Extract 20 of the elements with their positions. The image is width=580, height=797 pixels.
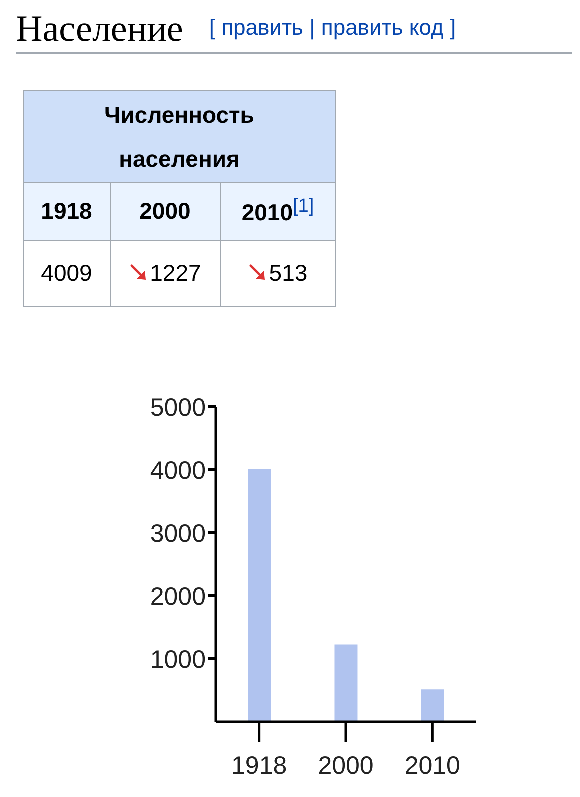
text: 4009 xyxy=(24,240,110,306)
y-tick-label: 1000 xyxy=(150,646,206,674)
x-tick-label: 2010 xyxy=(404,752,460,780)
text: 1227 xyxy=(110,240,220,306)
y-tick-label: 3000 xyxy=(150,520,206,548)
bar xyxy=(334,644,358,722)
bar xyxy=(421,690,444,722)
x-tick-label: 2000 xyxy=(318,752,374,780)
y-tick-label: 2000 xyxy=(150,582,206,611)
bar xyxy=(248,469,272,722)
text: 513 xyxy=(220,240,336,306)
text: [1] xyxy=(293,196,314,218)
text: Численность населения xyxy=(24,90,336,182)
y-tick-label: 5000 xyxy=(150,394,206,422)
x-tick-label: 1918 xyxy=(232,752,288,780)
category-label: 1918 xyxy=(24,182,110,240)
text: [ править | править код ] xyxy=(209,15,456,40)
y-tick-label: 4000 xyxy=(150,456,206,485)
text: Население xyxy=(16,9,184,50)
category-label: 2010 xyxy=(242,200,293,226)
